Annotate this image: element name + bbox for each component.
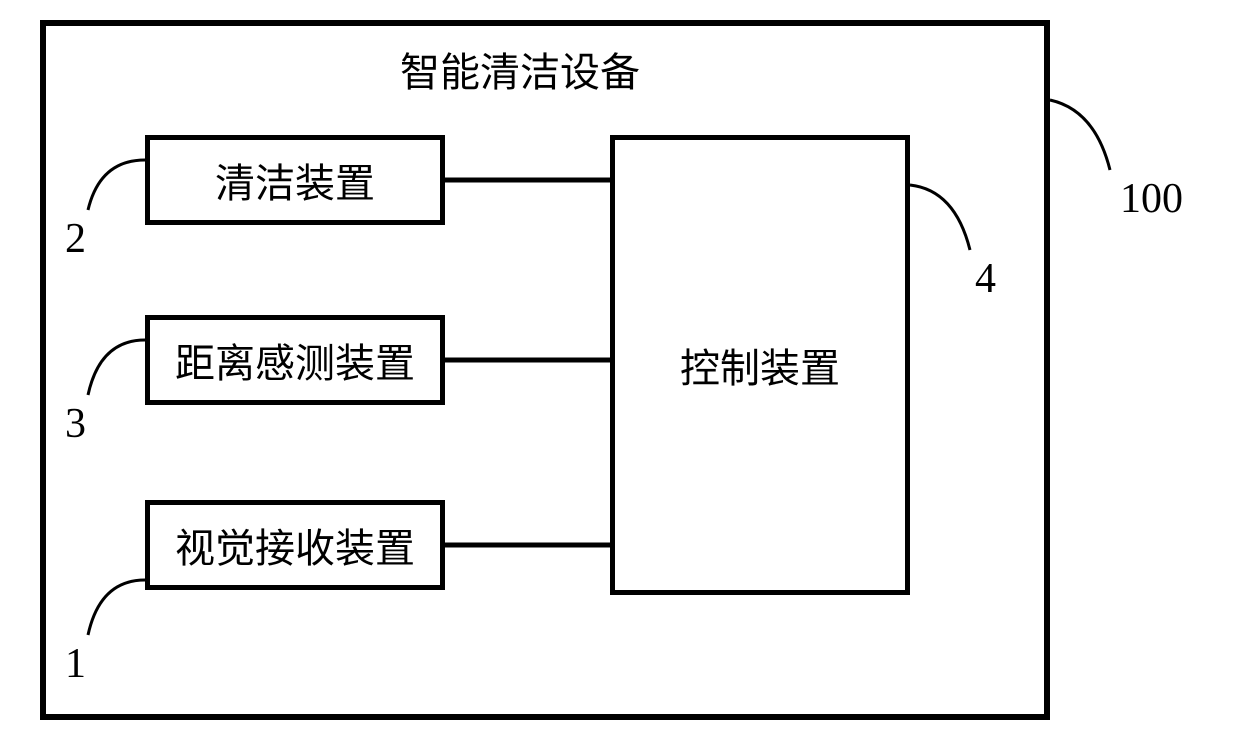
callout-4: 4 <box>975 255 996 303</box>
callout-100: 100 <box>1120 175 1183 223</box>
node-cleaning-device: 清洁装置 <box>145 135 445 225</box>
node-vision-label: 视觉接收装置 <box>175 516 415 574</box>
node-distance-sensor: 距离感测装置 <box>145 315 445 405</box>
node-controller-label: 控制装置 <box>680 336 840 394</box>
callout-2: 2 <box>65 215 86 263</box>
node-controller: 控制装置 <box>610 135 910 595</box>
callout-1: 1 <box>65 640 86 688</box>
callout-3: 3 <box>65 400 86 448</box>
node-distance-label: 距离感测装置 <box>175 331 415 389</box>
node-cleaning-label: 清洁装置 <box>215 151 375 209</box>
diagram-canvas: 智能清洁设备 清洁装置 距离感测装置 视觉接收装置 控制装置 100 4 2 3… <box>0 0 1240 738</box>
diagram-title: 智能清洁设备 <box>400 40 640 98</box>
node-vision-receiver: 视觉接收装置 <box>145 500 445 590</box>
